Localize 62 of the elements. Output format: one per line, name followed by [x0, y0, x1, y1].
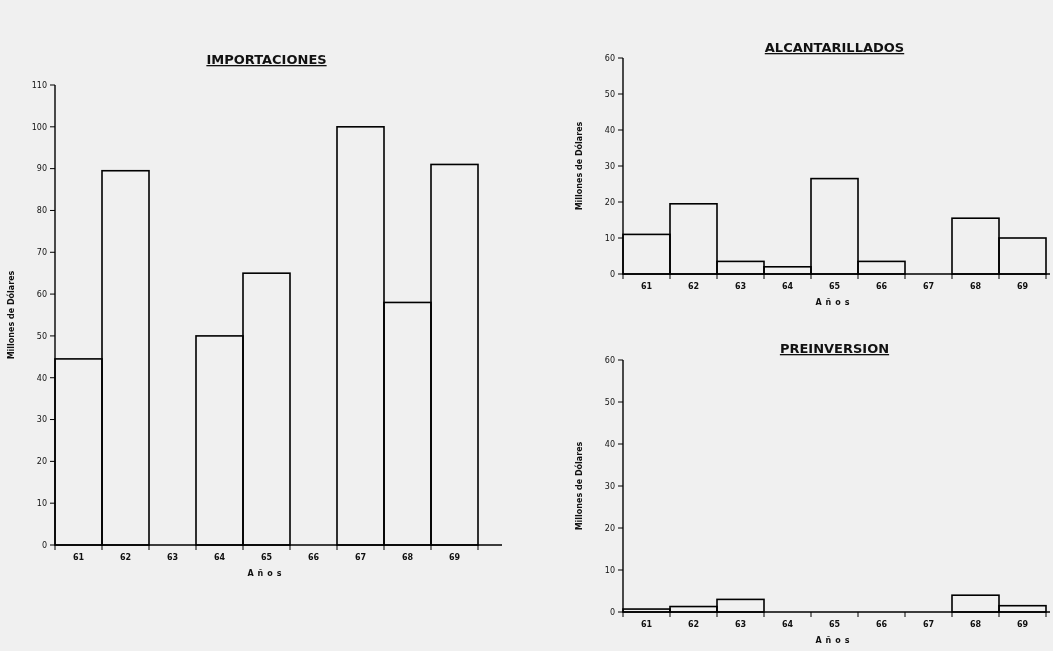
y-axis-title: Millones de Dólares: [574, 121, 584, 211]
x-tick-label: 68: [969, 282, 982, 291]
x-tick-label: 69: [1016, 620, 1029, 629]
x-tick-label: 67: [922, 282, 935, 291]
x-tick-label: 63: [166, 553, 179, 562]
y-tick-label: 100: [31, 122, 47, 132]
x-tick-label: 69: [1016, 282, 1029, 291]
x-tick-label: 66: [307, 553, 320, 562]
x-tick-label: 66: [875, 620, 888, 629]
y-tick-label: 60: [36, 289, 47, 299]
y-tick-label: 80: [36, 206, 47, 216]
y-axis-title: Millones de Dólares: [6, 270, 16, 360]
y-tick-label: 20: [604, 197, 615, 207]
y-tick-label: 110: [31, 80, 47, 90]
y-tick-label: 30: [604, 161, 615, 171]
x-tick-label: 63: [734, 620, 747, 629]
x-tick-label: 61: [640, 282, 653, 291]
chart-title: IMPORTACIONES: [206, 52, 327, 67]
chart-title: PREINVERSION: [779, 341, 890, 356]
x-tick-label: 66: [875, 282, 888, 291]
y-tick-label: 10: [604, 565, 615, 575]
y-tick-label: 0: [609, 269, 615, 279]
x-tick-label: 68: [969, 620, 982, 629]
x-tick-label: 62: [687, 620, 700, 629]
x-tick-label: 64: [781, 282, 794, 291]
y-tick-label: 50: [36, 331, 47, 341]
y-tick-label: 0: [609, 607, 615, 617]
x-tick-label: 64: [213, 553, 226, 562]
x-tick-label: 69: [448, 553, 461, 562]
y-tick-label: 60: [604, 53, 615, 63]
x-tick-label: 65: [828, 620, 841, 629]
chart-title: ALCANTARILLADOS: [764, 40, 905, 55]
x-tick-label: 63: [734, 282, 747, 291]
y-tick-label: 20: [36, 457, 47, 467]
y-tick-label: 40: [604, 439, 615, 449]
y-tick-label: 10: [604, 233, 615, 243]
y-tick-label: 0: [41, 540, 47, 550]
y-tick-label: 70: [36, 248, 47, 258]
x-tick-label: 62: [687, 282, 700, 291]
y-tick-label: 10: [36, 498, 47, 508]
x-tick-label: 64: [781, 620, 794, 629]
y-tick-label: 40: [36, 373, 47, 383]
x-axis-title: Años: [815, 636, 854, 645]
x-tick-label: 61: [72, 553, 85, 562]
x-tick-label: 68: [401, 553, 414, 562]
x-tick-label: 65: [260, 553, 273, 562]
x-axis-title: Años: [247, 569, 286, 578]
y-axis-title: Millones de Dólares: [574, 441, 584, 531]
y-tick-label: 50: [604, 397, 615, 407]
y-tick-label: 90: [36, 164, 47, 174]
y-tick-label: 30: [36, 415, 47, 425]
y-tick-label: 40: [604, 125, 615, 135]
x-axis-title: Años: [815, 298, 854, 307]
x-tick-label: 62: [119, 553, 132, 562]
y-tick-label: 50: [604, 89, 615, 99]
x-tick-label: 61: [640, 620, 653, 629]
x-tick-label: 67: [354, 553, 367, 562]
y-tick-label: 30: [604, 481, 615, 491]
x-tick-label: 67: [922, 620, 935, 629]
y-tick-label: 20: [604, 523, 615, 533]
y-tick-label: 60: [604, 355, 615, 365]
x-tick-label: 65: [828, 282, 841, 291]
